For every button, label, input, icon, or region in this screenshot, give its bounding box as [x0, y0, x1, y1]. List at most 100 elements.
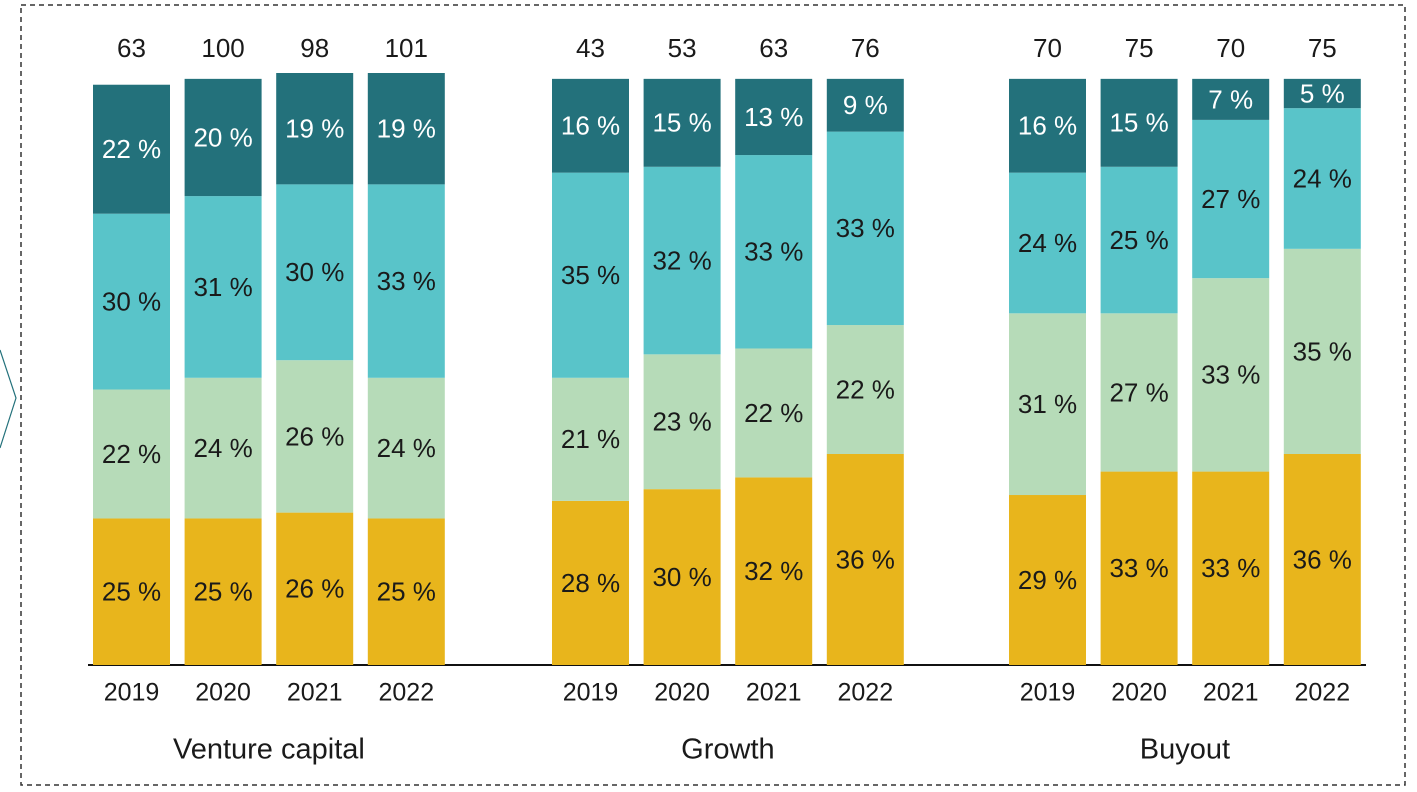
value-label: 24 % — [1293, 163, 1352, 193]
value-label: 35 % — [1293, 336, 1352, 366]
bar-segment — [1192, 471, 1270, 665]
bar-segment — [826, 325, 904, 454]
value-label: 19 % — [285, 114, 344, 144]
x-tick-label: 2019 — [563, 679, 619, 707]
bar-segment — [1192, 78, 1270, 120]
value-label: 9 % — [843, 90, 888, 120]
value-label: 24 % — [1018, 228, 1077, 258]
bar-segment — [643, 78, 721, 167]
total-label: 98 — [300, 33, 329, 63]
x-tick-label: 2022 — [378, 679, 434, 707]
bar-segment — [826, 453, 904, 665]
value-label: 28 % — [561, 568, 620, 598]
value-label: 33 % — [744, 237, 803, 267]
bar-segment — [1100, 78, 1178, 167]
total-label: 63 — [117, 33, 146, 63]
value-label: 31 % — [1018, 389, 1077, 419]
bar-segment — [276, 360, 354, 513]
bar-segment — [1100, 313, 1178, 472]
bar-segment — [93, 389, 170, 519]
total-label: 43 — [576, 33, 605, 63]
bar-segment — [643, 166, 721, 355]
bar-segment — [1009, 172, 1086, 314]
value-label: 27 % — [1201, 184, 1260, 214]
bar-segment — [1192, 278, 1270, 472]
x-tick-label: 2019 — [1020, 679, 1076, 707]
bar-segment — [276, 73, 354, 185]
total-label: 75 — [1125, 33, 1154, 63]
total-label: 75 — [1308, 33, 1337, 63]
group-label: Growth — [681, 734, 774, 766]
value-label: 15 % — [652, 108, 711, 138]
bar-segment — [1009, 313, 1086, 496]
total-label: 76 — [851, 33, 880, 63]
value-label: 27 % — [1109, 377, 1168, 407]
group-label: Buyout — [1140, 734, 1230, 766]
value-label: 16 % — [1018, 111, 1077, 141]
bar-segment — [1283, 248, 1361, 454]
value-label: 21 % — [561, 424, 620, 454]
value-label: 15 % — [1109, 108, 1168, 138]
x-tick-label: 2021 — [746, 679, 802, 707]
bar-segment — [184, 377, 262, 519]
total-label: 70 — [1033, 33, 1062, 63]
x-tick-label: 2022 — [1294, 679, 1350, 707]
x-tick-label: 2020 — [1111, 679, 1167, 707]
bar-segment — [552, 78, 629, 173]
bar-segment — [367, 518, 445, 665]
bar-segment — [735, 348, 813, 478]
bar-segment — [643, 354, 721, 490]
total-label: 70 — [1216, 33, 1245, 63]
value-label: 26 % — [285, 574, 344, 604]
bar-segment — [552, 500, 629, 665]
bar-segment — [276, 512, 354, 665]
value-label: 7 % — [1208, 84, 1253, 114]
bar-segment — [93, 84, 170, 214]
frame — [20, 4, 1406, 786]
bar-segment — [826, 131, 904, 326]
bar-segment — [367, 184, 445, 378]
bar-segment — [735, 477, 813, 665]
bar-segment — [367, 377, 445, 519]
total-label: 63 — [759, 33, 788, 63]
value-label: 30 % — [652, 562, 711, 592]
value-label: 25 % — [102, 577, 161, 607]
value-label: 13 % — [744, 102, 803, 132]
value-label: 20 % — [193, 122, 252, 152]
bar-segment — [1283, 453, 1361, 665]
bar-segment — [184, 196, 262, 378]
bar-segment — [1192, 119, 1270, 279]
bar-segment — [1283, 78, 1361, 109]
value-label: 24 % — [377, 433, 436, 463]
value-label: 30 % — [285, 257, 344, 287]
value-label: 36 % — [1293, 544, 1352, 574]
bar-segment — [367, 73, 445, 185]
total-label: 53 — [668, 33, 697, 63]
group-label: Venture capital — [173, 734, 365, 766]
bar-segment — [184, 518, 262, 665]
value-label: 33 % — [377, 266, 436, 296]
x-tick-label: 2019 — [104, 679, 160, 707]
value-label: 26 % — [285, 421, 344, 451]
x-tick-label: 2020 — [654, 679, 710, 707]
value-label: 25 % — [193, 577, 252, 607]
value-label: 25 % — [1109, 225, 1168, 255]
x-tick-label: 2021 — [287, 679, 343, 707]
value-label: 22 % — [102, 134, 161, 164]
bar-segment — [276, 184, 354, 361]
bar-segment — [1009, 78, 1086, 173]
chevron — [0, 349, 17, 449]
value-label: 16 % — [561, 111, 620, 141]
value-label: 22 % — [744, 398, 803, 428]
bar-segment — [643, 489, 721, 665]
bar-segment — [552, 172, 629, 378]
value-label: 33 % — [836, 213, 895, 243]
value-label: 23 % — [652, 407, 711, 437]
value-label: 22 % — [102, 439, 161, 469]
value-label: 25 % — [377, 577, 436, 607]
value-label: 33 % — [1109, 553, 1168, 583]
bar-segment — [735, 78, 813, 156]
total-label: 100 — [201, 33, 244, 63]
value-label: 19 % — [377, 114, 436, 144]
